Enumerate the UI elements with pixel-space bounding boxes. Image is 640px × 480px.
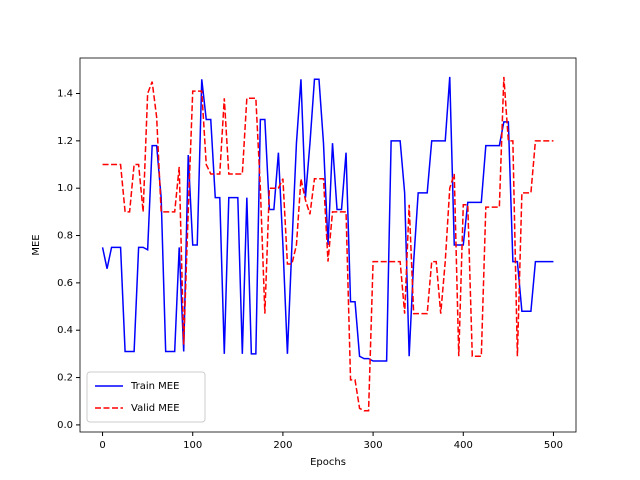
y-tick-label: 1.0 <box>57 183 73 194</box>
x-tick-label: 0 <box>99 440 105 451</box>
y-tick-label: 0.6 <box>57 278 73 289</box>
legend-box <box>86 371 206 423</box>
y-tick-label: 1.4 <box>57 89 73 100</box>
data-line <box>102 76 554 412</box>
x-tick-label: 200 <box>273 440 292 451</box>
x-axis-label: Epochs <box>310 457 346 468</box>
x-tick-label: 500 <box>544 440 563 451</box>
x-tick-label: 100 <box>183 440 202 451</box>
y-tick-label: 0.8 <box>57 231 73 242</box>
x-tick-label: 300 <box>364 440 383 451</box>
y-axis-label: MEE <box>31 234 42 255</box>
x-tick-label: 400 <box>454 440 473 451</box>
legend-label: Train MEE <box>130 381 179 392</box>
y-tick-label: 1.2 <box>57 136 73 147</box>
axes-frame <box>79 57 577 433</box>
y-tick-label: 0.0 <box>57 420 73 431</box>
legend-label: Valid MEE <box>131 403 180 414</box>
y-tick-label: 0.2 <box>57 373 73 384</box>
data-line <box>101 76 554 362</box>
y-tick-label: 0.4 <box>57 325 73 336</box>
